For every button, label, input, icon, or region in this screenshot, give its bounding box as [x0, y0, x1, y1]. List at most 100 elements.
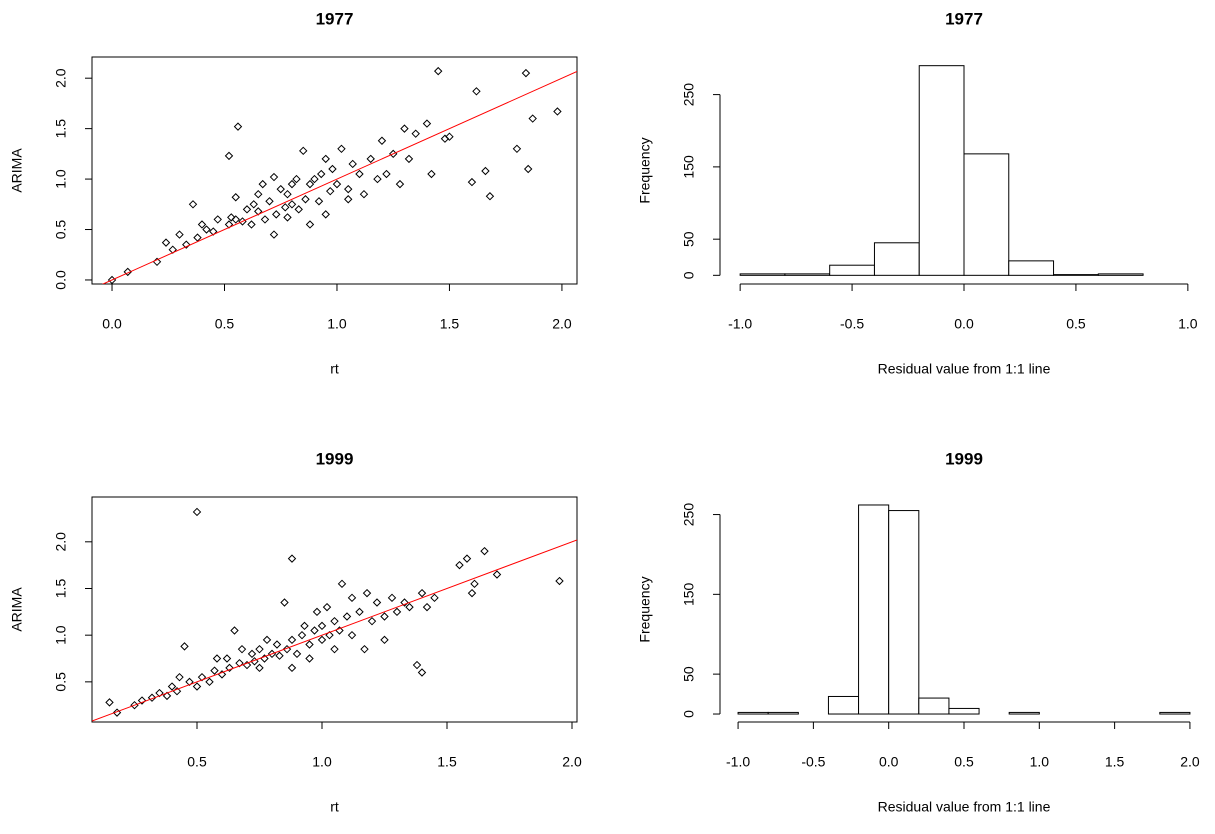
point: [180, 642, 189, 651]
point: [233, 122, 243, 131]
histogram-bar: [827, 695, 860, 715]
y-tick-label: 250: [681, 503, 697, 527]
histogram-bar: [918, 65, 965, 276]
histogram-bar: [873, 242, 920, 276]
histogram-bar: [1008, 711, 1040, 715]
histogram-bar: [829, 264, 875, 276]
point: [287, 554, 297, 563]
point: [372, 598, 382, 607]
point: [242, 205, 252, 214]
x-tick-label: 1.0: [1178, 316, 1198, 332]
histogram-bar: [963, 153, 1010, 276]
point: [300, 621, 309, 631]
point: [247, 649, 257, 659]
point: [492, 570, 502, 579]
point: [147, 693, 157, 702]
histogram-bar: [1008, 260, 1055, 276]
point: [400, 124, 409, 133]
point: [123, 267, 132, 277]
point: [272, 640, 282, 649]
x-tick-label: 0.5: [1066, 316, 1086, 332]
point: [167, 682, 177, 691]
panel-title: 1999: [316, 449, 354, 468]
point: [317, 621, 327, 631]
x-tick-label: -0.5: [840, 316, 864, 332]
point: [387, 593, 397, 603]
plot-box: [91, 56, 578, 285]
point: [305, 220, 315, 229]
x-tick-label: 0.5: [215, 316, 235, 332]
point: [281, 203, 290, 212]
point: [404, 154, 414, 164]
point: [342, 612, 352, 621]
y-tick-label: 2.0: [53, 68, 69, 88]
x-tick-label: 1.5: [440, 316, 460, 332]
point: [433, 66, 443, 76]
point: [105, 698, 114, 707]
point: [480, 546, 489, 556]
point: [337, 144, 346, 154]
y-tick-label: 0.0: [53, 270, 69, 290]
point: [455, 560, 464, 570]
x-tick-label: 1.0: [1030, 754, 1050, 770]
point: [161, 238, 171, 247]
point: [467, 588, 477, 598]
point: [395, 179, 405, 189]
y-axis-label: Frequency: [637, 137, 653, 203]
point: [292, 174, 301, 184]
point: [222, 654, 232, 663]
point: [355, 169, 364, 179]
x-tick-label: -1.0: [728, 316, 752, 332]
y-tick-label: 50: [681, 231, 697, 247]
point: [355, 607, 364, 617]
point: [462, 554, 472, 563]
point: [373, 174, 382, 184]
x-axis-label: rt: [330, 361, 339, 377]
x-tick-label: 0.0: [954, 316, 974, 332]
point: [254, 190, 263, 199]
point: [347, 630, 357, 640]
point: [192, 507, 202, 517]
histogram-bar: [784, 273, 831, 276]
point: [213, 215, 222, 224]
point: [347, 593, 357, 603]
y-tick-label: 0: [681, 271, 697, 279]
point: [337, 579, 347, 589]
point: [287, 635, 297, 645]
point: [305, 640, 314, 649]
point: [269, 230, 279, 239]
point: [405, 602, 414, 612]
x-axis-label: Residual value from 1:1 line: [878, 799, 1051, 815]
panel-title: 1977: [945, 9, 983, 28]
point: [287, 200, 297, 209]
point: [247, 220, 256, 229]
point: [231, 215, 240, 224]
histogram-bar: [1097, 273, 1144, 276]
point: [312, 607, 322, 617]
panel-title: 1977: [316, 9, 354, 28]
point: [422, 119, 432, 128]
point: [325, 630, 334, 640]
point: [485, 192, 495, 201]
point: [377, 136, 387, 145]
point: [359, 190, 369, 199]
point: [225, 663, 234, 673]
point: [197, 220, 207, 229]
y-tick-label: 1.0: [53, 625, 69, 645]
point: [430, 593, 439, 603]
x-tick-label: 0.0: [102, 316, 122, 332]
y-tick-label: 50: [681, 666, 697, 682]
point: [366, 154, 375, 164]
x-tick-label: 2.0: [552, 316, 572, 332]
point: [317, 635, 327, 645]
y-tick-label: 2.0: [53, 532, 69, 552]
x-axis-label: rt: [330, 799, 339, 815]
point: [212, 654, 222, 663]
point: [344, 195, 353, 204]
point: [202, 225, 211, 234]
point: [417, 668, 427, 677]
y-axis-label: ARIMA: [9, 148, 25, 193]
point: [282, 644, 292, 654]
point: [467, 177, 477, 187]
